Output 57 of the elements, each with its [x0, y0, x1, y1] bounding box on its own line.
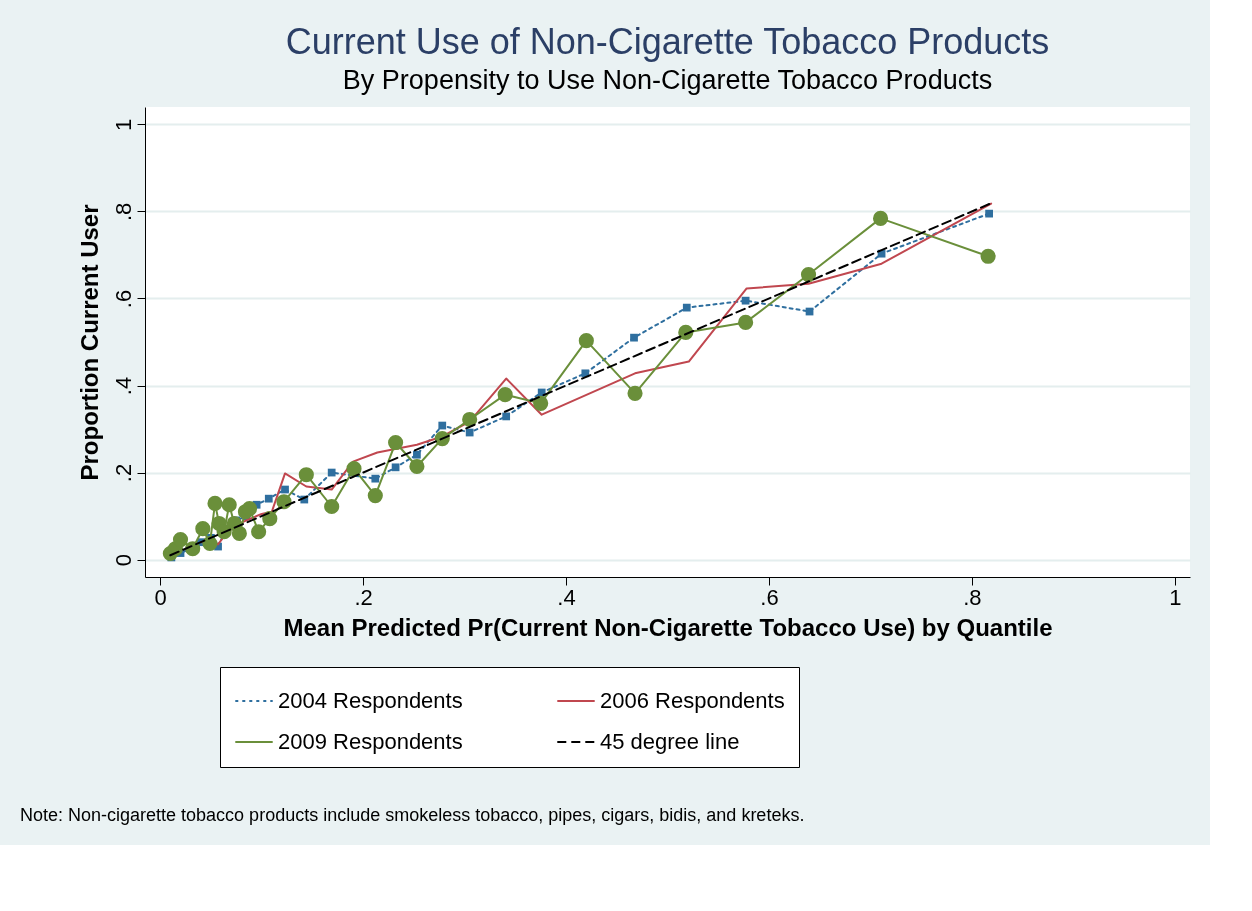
- point: [985, 209, 993, 218]
- point: [367, 488, 383, 504]
- point: [195, 521, 211, 537]
- point: [738, 314, 754, 330]
- point: [627, 385, 643, 401]
- point: [388, 434, 404, 451]
- point: [251, 524, 267, 540]
- point: [980, 248, 996, 264]
- point: [327, 468, 336, 477]
- x-tick-label: .8: [963, 584, 982, 610]
- text: Note: Non-cigarette tobacco products include smokeless tobacco, pipes, cigars, bidis, and kreteks.: [20, 805, 805, 825]
- point: [438, 421, 447, 430]
- point: [462, 411, 478, 428]
- y-tick-label: .8: [110, 202, 136, 222]
- point: [231, 525, 247, 542]
- y-tick-label: .6: [110, 289, 136, 309]
- point: [391, 463, 400, 472]
- point: [502, 412, 511, 421]
- point: [371, 474, 380, 483]
- point: [346, 461, 362, 477]
- point: [281, 485, 289, 494]
- x-tick-label: 1: [1169, 584, 1182, 610]
- point: [533, 395, 549, 411]
- point: [872, 210, 889, 226]
- legend-label: 45 degree line: [600, 729, 740, 754]
- x-tick-label: .4: [557, 584, 576, 610]
- legend-label: 2004 Respondents: [278, 688, 463, 713]
- point: [207, 495, 223, 512]
- point: [221, 497, 237, 513]
- point: [409, 458, 425, 475]
- point: [413, 450, 421, 459]
- y-tick-label: 0: [110, 553, 136, 567]
- point: [262, 511, 278, 527]
- point: [264, 494, 273, 503]
- chart-subtitle: By Propensity to Use Non-Cigarette Tobacco Products: [342, 65, 993, 95]
- point: [241, 501, 258, 517]
- point: [465, 428, 474, 437]
- point: [741, 296, 750, 305]
- point: [630, 333, 638, 342]
- point: [682, 303, 691, 312]
- point: [800, 266, 817, 283]
- x-tick-label: .2: [354, 584, 373, 610]
- legend-label: 2006 Respondents: [600, 688, 785, 713]
- x-axis-title: Mean Predicted Pr(Current Non-Cigarette Tobacco Use) by Quantile: [283, 613, 1053, 641]
- y-tick-label: .4: [110, 376, 136, 396]
- x-tick-label: 0: [154, 584, 167, 610]
- chart-title: Current Use of Non-Cigarette Tobacco Products: [285, 21, 1050, 62]
- point: [172, 532, 189, 548]
- point: [497, 387, 513, 403]
- point: [578, 333, 594, 349]
- legend-label: 2009 Respondents: [278, 729, 463, 754]
- point: [324, 498, 340, 515]
- x-tick-label: .6: [760, 584, 779, 610]
- y-tick-label: 1: [110, 118, 136, 132]
- point: [298, 467, 314, 483]
- y-tick-label: .2: [110, 463, 136, 483]
- y-axis-title: Proportion Current User: [75, 204, 103, 481]
